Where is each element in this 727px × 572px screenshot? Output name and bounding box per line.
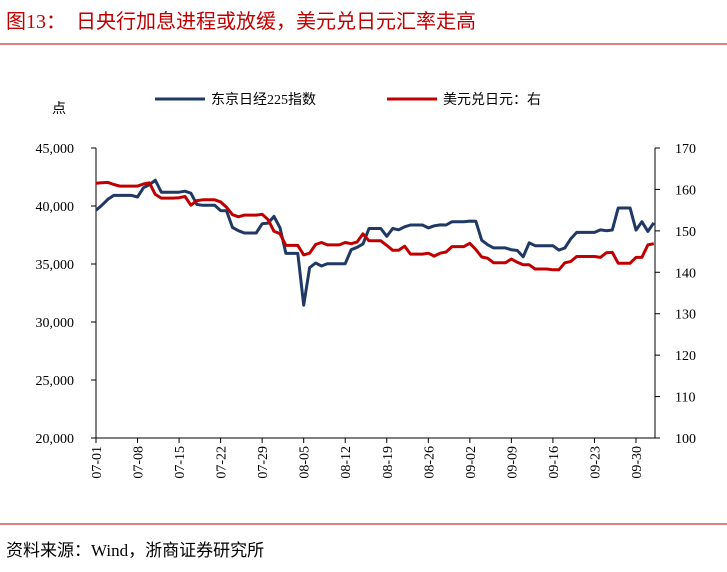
y-tick-label: 20,000 bbox=[36, 432, 75, 447]
y-tick-label: 30,000 bbox=[36, 316, 75, 331]
series-line bbox=[95, 178, 656, 307]
y2-tick-label: 130 bbox=[675, 308, 696, 323]
x-tick-label: 09-23 bbox=[588, 446, 603, 479]
plot: 20,000 25,000 30,000 35,000 40,000 45,000 100 1… bbox=[36, 92, 697, 479]
y-tick-label: 35,000 bbox=[36, 258, 75, 273]
legend-label: 东京日经225指数 bbox=[211, 92, 316, 108]
y-axis-label: 点 bbox=[52, 101, 66, 117]
y2-tick-label: 140 bbox=[675, 266, 696, 281]
source: 资料来源：Wind，浙商证券研究所 bbox=[6, 541, 264, 560]
chart-title: 图13： 日央行加息进程或放缓，美元兑日元汇率走高 bbox=[6, 10, 476, 33]
x-tick-label: 08-19 bbox=[381, 446, 396, 479]
x-tick-label: 07-29 bbox=[256, 446, 271, 479]
y2-tick-label: 160 bbox=[675, 183, 696, 198]
x-tick-label: 08-05 bbox=[298, 446, 313, 479]
legend-label: 美元兑日元：右 bbox=[443, 92, 541, 108]
y-tick-label: 40,000 bbox=[36, 200, 75, 215]
y2-tick-label: 100 bbox=[675, 432, 696, 447]
x-tick-label: 09-02 bbox=[464, 446, 479, 479]
x-tick-label: 07-22 bbox=[215, 446, 230, 479]
x-tick-label: 07-08 bbox=[132, 446, 147, 479]
y2-tick-label: 110 bbox=[675, 391, 695, 406]
x-tick-label: 09-30 bbox=[630, 446, 645, 479]
y2-tick-label: 150 bbox=[675, 225, 696, 240]
y-tick-label: 25,000 bbox=[36, 374, 75, 389]
y2-tick-label: 120 bbox=[675, 349, 696, 364]
series-line bbox=[95, 180, 655, 272]
x-tick-label: 07-01 bbox=[90, 446, 105, 479]
x-tick-label: 08-12 bbox=[339, 446, 354, 479]
x-tick-label: 09-16 bbox=[547, 446, 562, 479]
x-tick-label: 07-15 bbox=[173, 446, 188, 479]
x-tick-label: 09-09 bbox=[505, 446, 520, 479]
y-tick-label: 45,000 bbox=[36, 142, 75, 157]
y2-tick-label: 170 bbox=[675, 142, 696, 157]
x-tick-label: 08-26 bbox=[422, 446, 437, 479]
